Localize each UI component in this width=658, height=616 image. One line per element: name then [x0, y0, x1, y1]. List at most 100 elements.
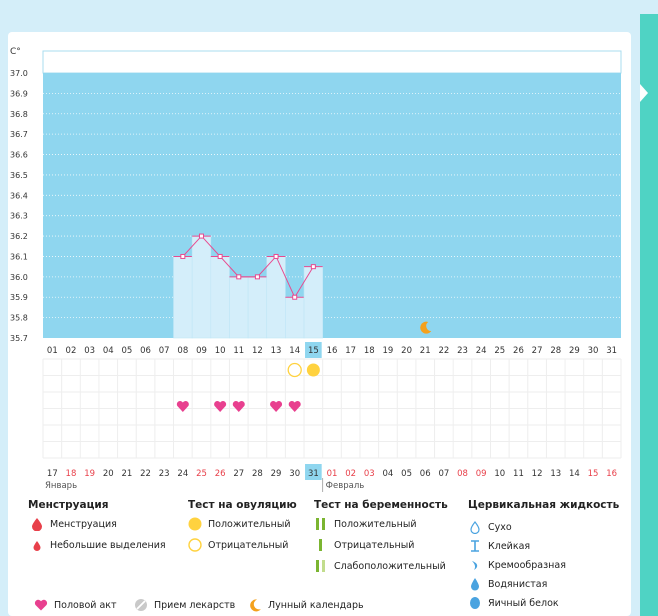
day-label-top: 16: [327, 346, 338, 356]
temperature-bar: [247, 276, 268, 339]
y-tick-label: 35.9: [10, 293, 28, 302]
chart-top-strip: [42, 50, 622, 74]
day-label-top: 12: [252, 346, 263, 356]
day-label-top: 14: [289, 346, 300, 356]
legend-pregnancy-negative: Отрицательный: [314, 538, 414, 552]
drop-icon: [30, 517, 44, 532]
day-label-bottom: 28: [252, 469, 263, 479]
filled-circle-icon: [188, 517, 202, 531]
day-label-top: 09: [196, 346, 207, 356]
legend-cervical-creamy-label: Кремообразная: [488, 559, 566, 571]
intercourse-marker: [270, 400, 283, 412]
legend-ovulation-positive-label: Положительный: [208, 518, 291, 530]
temperature-bar: [266, 256, 286, 339]
moon-marker: [420, 321, 432, 334]
legend-pregnancy-weak: Слабоположительный: [314, 559, 446, 573]
legend-pregnancy-negative-label: Отрицательный: [334, 539, 415, 551]
y-tick-label: 36.4: [10, 191, 28, 200]
legend-cervical-eggwhite: Яичный белок: [468, 596, 559, 610]
day-label-bottom: 26: [215, 469, 226, 479]
day-label-bottom: 30: [289, 469, 300, 479]
temperature-point: [180, 253, 186, 259]
day-label-top: 23: [457, 346, 468, 356]
legend-cervical-dry: Сухо: [468, 520, 512, 535]
small-drop-icon: [30, 538, 44, 552]
day-label-bottom: 20: [103, 469, 114, 479]
y-tick-label: 36.2: [10, 232, 28, 241]
right-side-bar: [640, 14, 658, 616]
temperature-line: [182, 235, 314, 299]
watery-drop-icon: [468, 577, 482, 591]
legend-lunar-label: Лунный календарь: [268, 599, 364, 611]
y-tick-label: 36.6: [10, 151, 28, 160]
day-label-top: 20: [401, 346, 412, 356]
y-tick-label: 36.1: [10, 252, 28, 261]
legend-pregnancy-title: Тест на беременность: [314, 499, 448, 511]
day-label-top: 01: [47, 346, 58, 356]
single-bar-icon: [314, 538, 328, 552]
legend-intercourse-label: Половой акт: [54, 599, 117, 611]
y-axis-label: C°: [10, 47, 21, 57]
day-label-bottom: 02: [345, 469, 356, 479]
day-label-bottom: 05: [401, 469, 412, 479]
double-bar-icon: [314, 517, 328, 531]
day-label-top: 30: [588, 346, 599, 356]
temperature-chart: 37.0 36.9 36.8 36.7 36.6 36.5 36.4 36.3 36.2 36.1…: [10, 47, 622, 492]
y-tick-label: 36.8: [10, 110, 28, 119]
intercourse-marker: [288, 400, 301, 412]
y-tick-label: 36.9: [10, 89, 28, 98]
day-label-top: 11: [233, 346, 244, 356]
day-label-bottom: 06: [420, 469, 431, 479]
day-label-bottom: 31: [308, 469, 319, 479]
expand-arrow-icon[interactable]: [640, 84, 648, 102]
day-label-top: 28: [550, 346, 561, 356]
y-tick-label: 36.7: [10, 130, 28, 139]
y-tick-label: 37.0: [10, 69, 28, 78]
legend-medication-label: Прием лекарств: [154, 599, 236, 611]
temperature-bar: [191, 235, 212, 339]
day-label-top: 31: [606, 346, 617, 356]
legend-cervical-watery: Водянистая: [468, 577, 547, 591]
temperature-point: [310, 264, 316, 270]
heart-icon: [34, 598, 48, 612]
today-highlight-top: [305, 342, 322, 358]
y-tick-label: 36.3: [10, 212, 28, 221]
ovulation-positive-marker: [306, 363, 320, 377]
legend-cervical-title: Цервикальная жидкость: [468, 499, 620, 511]
day-label-top: 17: [345, 346, 356, 356]
day-label-bottom: 11: [513, 469, 524, 479]
day-label-bottom: 10: [494, 469, 505, 479]
day-label-bottom: 18: [66, 469, 77, 479]
sticky-icon: [468, 539, 482, 553]
day-label-bottom: 23: [159, 469, 170, 479]
legend-pregnancy-weak-label: Слабоположительный: [334, 560, 446, 572]
today-highlight-bottom: [305, 464, 322, 480]
temperature-point: [198, 233, 204, 239]
day-label-bottom: 24: [177, 469, 188, 479]
y-tick-label: 35.8: [10, 314, 28, 323]
day-label-bottom: 07: [438, 469, 449, 479]
y-tick-label: 36.5: [10, 171, 28, 180]
temperature-point: [217, 253, 223, 259]
empty-circle-icon: [188, 538, 202, 552]
day-label-top: 08: [177, 346, 188, 356]
day-label-bottom: 21: [121, 469, 132, 479]
creamy-icon: [468, 558, 482, 572]
day-label-bottom: 04: [383, 469, 394, 479]
temperature-point: [236, 274, 242, 280]
legend-menstruation: Менструация: [30, 517, 117, 532]
legend-cervical-dry-label: Сухо: [488, 521, 512, 533]
day-label-bottom: 14: [569, 469, 580, 479]
legend-menstruation-title: Менструация: [28, 499, 109, 511]
legend-ovulation-title: Тест на овуляцию: [188, 499, 297, 511]
day-label-bottom: 08: [457, 469, 468, 479]
egg-white-icon: [468, 596, 482, 610]
day-label-bottom: 25: [196, 469, 207, 479]
day-label-bottom: 16: [606, 469, 617, 479]
day-label-top: 18: [364, 346, 375, 356]
legend-menstruation-label: Менструация: [50, 518, 117, 530]
day-label-bottom: 15: [588, 469, 599, 479]
legend-cervical-sticky-label: Клейкая: [488, 540, 531, 552]
y-tick-label: 35.7: [10, 334, 28, 343]
legend-pregnancy-positive: Положительный: [314, 517, 417, 531]
